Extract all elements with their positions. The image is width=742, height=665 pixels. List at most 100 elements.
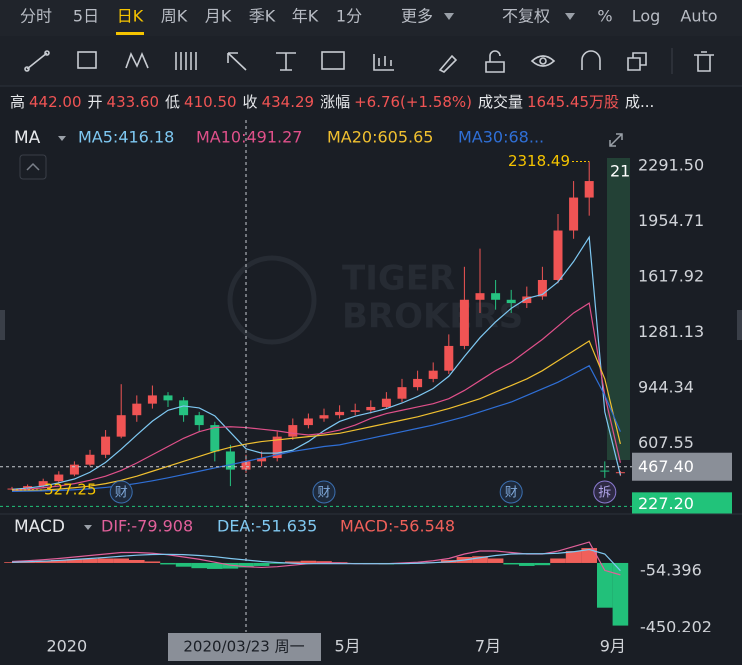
tool-rect[interactable]: [77, 51, 97, 69]
quote-label: 成交量: [478, 93, 523, 111]
y-tick-label: 944.34: [638, 378, 694, 397]
y-tick-label: -450.202: [640, 618, 712, 637]
event-marker[interactable]: [499, 480, 523, 504]
macd-bar: [4, 562, 20, 563]
candle-body: [522, 296, 532, 304]
active-underline: [116, 32, 144, 35]
event-label: 财: [115, 486, 128, 501]
event-marker[interactable]: [312, 480, 336, 504]
macd-bar: [300, 560, 317, 563]
candle-body: [475, 293, 485, 300]
split-highlight: [607, 158, 630, 460]
period-tab[interactable]: 分时: [20, 7, 52, 26]
legend-entry: MA10:491.27: [196, 128, 302, 147]
candle-body: [491, 293, 501, 300]
macd-bar: [207, 562, 223, 569]
y-tick-label: 607.55: [638, 433, 694, 452]
view-option[interactable]: %: [597, 7, 612, 26]
event-marker[interactable]: [593, 480, 617, 504]
y-tick-label: 2291.50: [638, 155, 704, 174]
sub-indicator-title[interactable]: MACD: [14, 517, 65, 537]
event-marker[interactable]: [109, 480, 133, 504]
candle-body: [132, 403, 142, 416]
macd-bar: [269, 562, 285, 564]
period-tab[interactable]: 月K: [205, 7, 232, 26]
event-label: 财: [505, 486, 518, 501]
macd-bar: [519, 562, 535, 566]
crosshair-price: 467.40: [638, 457, 694, 476]
period-tab[interactable]: 1分: [336, 7, 362, 26]
period-tab[interactable]: 更多: [401, 7, 433, 26]
tool-wave[interactable]: [125, 51, 149, 69]
tool-pen[interactable]: [438, 54, 458, 73]
period-tab[interactable]: 周K: [161, 7, 188, 26]
period-tab[interactable]: 日K: [117, 7, 144, 26]
candle-body: [381, 398, 391, 407]
tool-text[interactable]: [321, 51, 345, 70]
period-tab[interactable]: 5日: [73, 7, 99, 26]
candle-body: [459, 299, 469, 346]
macd-bar: [129, 559, 145, 563]
quote-value: 410.50: [184, 93, 237, 111]
macd-bar: [503, 562, 519, 565]
right-handle[interactable]: [737, 310, 742, 340]
adjust-caret[interactable]: [565, 13, 575, 20]
crosshair-price-box: [632, 452, 732, 481]
watermark-text: BROKERS: [342, 297, 523, 337]
view-option[interactable]: Log: [632, 7, 661, 26]
max-label: 2318.49: [508, 152, 570, 170]
quote-label: 开: [88, 93, 103, 111]
tool-fib[interactable]: [175, 52, 197, 70]
tool-magnet[interactable]: [581, 50, 601, 70]
candle-body: [350, 410, 360, 412]
macd-bar: [160, 562, 176, 565]
macd-bar: [487, 558, 504, 563]
candle-body: [194, 415, 204, 426]
quote-value: 442.00: [29, 93, 82, 111]
candle-body: [413, 378, 423, 388]
tool-delete[interactable]: [694, 51, 714, 72]
macd-bar: [285, 561, 301, 563]
candle-body: [225, 451, 235, 470]
macd-bar: [144, 561, 161, 563]
indicator-caret[interactable]: [58, 136, 66, 141]
main-indicator-title[interactable]: MA: [14, 128, 41, 148]
tool-copy[interactable]: [627, 52, 647, 71]
expand-icon[interactable]: [609, 133, 623, 147]
view-option[interactable]: Auto: [680, 7, 717, 26]
candle-body: [163, 395, 173, 401]
indicator-line: [11, 548, 621, 572]
macd-bar: [316, 561, 332, 563]
left-handle[interactable]: [0, 310, 5, 340]
period-tab[interactable]: 季K: [249, 7, 276, 26]
more-caret[interactable]: [444, 13, 454, 20]
indicator-line: [11, 302, 621, 491]
period-tab[interactable]: 年K: [292, 7, 319, 26]
indicator-caret[interactable]: [84, 525, 92, 530]
legend-entry: MACD:-56.548: [340, 517, 455, 536]
candle-body: [553, 230, 563, 280]
tool-candle[interactable]: [373, 54, 394, 71]
legend-entry: DEA:-51.635: [217, 517, 317, 536]
tool-eye[interactable]: [530, 55, 556, 67]
macd-bar: [565, 551, 582, 563]
tool-arrow[interactable]: [227, 52, 247, 71]
macd-bar: [35, 560, 51, 563]
view-option[interactable]: 不复权: [502, 7, 550, 26]
legend-entry: DIF:-79.908: [101, 517, 193, 536]
macd-bar: [97, 558, 114, 563]
last-price-box: [632, 492, 732, 515]
macd-bar: [51, 559, 67, 563]
y-tick-label: 1954.71: [638, 211, 704, 230]
period-tabs: 分时 5日 日K 周K 月K 季K 年K 1分 更多 不复权% Log Auto: [20, 7, 718, 35]
candle-body: [319, 415, 329, 419]
candle-body: [69, 464, 79, 475]
quote-label: 高: [10, 93, 25, 111]
corner-label: 21: [610, 162, 630, 181]
tool-line[interactable]: [24, 50, 50, 72]
candle-body: [366, 406, 376, 411]
tool-lock[interactable]: [485, 50, 505, 73]
tool-price[interactable]: [276, 52, 296, 71]
collapse-button[interactable]: [19, 154, 47, 180]
